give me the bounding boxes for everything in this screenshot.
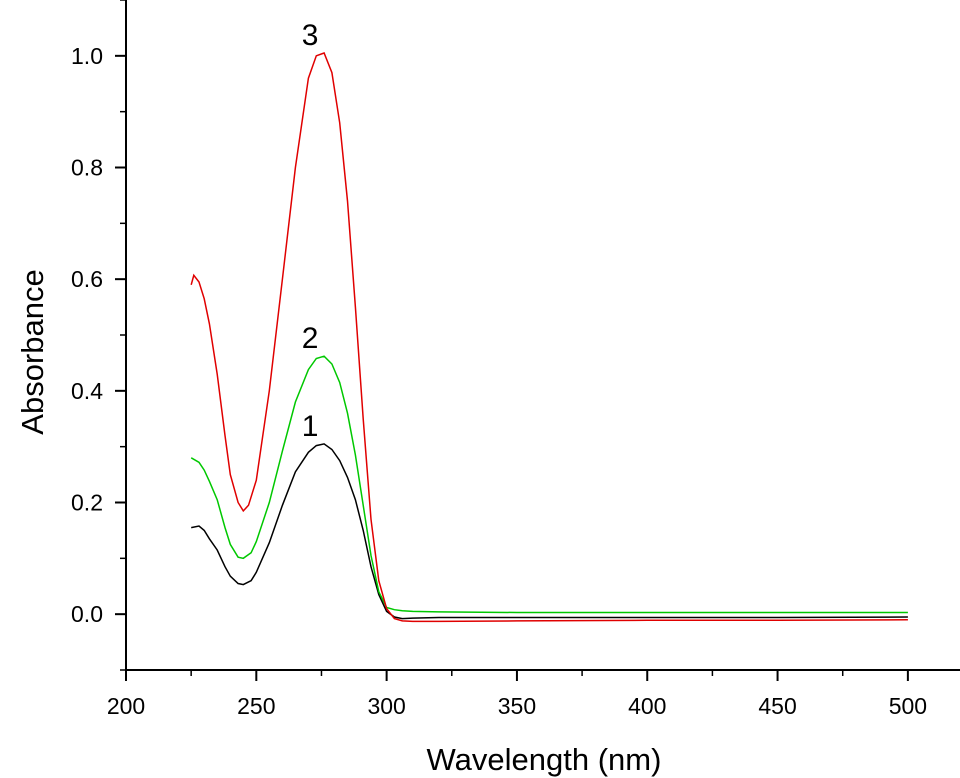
y-tick-label: 0.8 [71, 155, 103, 181]
x-tick-label: 350 [498, 693, 536, 719]
y-tick-label: 0.2 [71, 490, 103, 516]
x-tick-label: 400 [628, 693, 666, 719]
series-1-label: 1 [302, 410, 319, 443]
y-tick-label: 1.0 [71, 43, 103, 69]
series-3-line [190, 52, 908, 623]
x-tick-label: 300 [367, 693, 405, 719]
series-2-label: 2 [302, 322, 319, 355]
series-1-line [191, 443, 908, 620]
series-2-line [190, 355, 908, 614]
labels: Wavelength (nm) Absorbance [15, 269, 661, 777]
y-tick-label: 0.0 [71, 601, 103, 627]
x-tick-label: 450 [758, 693, 796, 719]
x-tick-label: 200 [107, 693, 145, 719]
y-tick-label: 0.4 [71, 378, 103, 404]
axes [125, 0, 960, 671]
ticks: 200 250 300 350 400 450 500 0.0 0.2 0.4 0.6 0.8 1.0 [71, 0, 927, 719]
x-tick-label: 500 [889, 693, 927, 719]
series: 1 2 3 [190, 19, 908, 623]
y-tick-label: 0.6 [71, 266, 103, 292]
x-axis-title: Wavelength (nm) [427, 742, 662, 777]
x-tick-label: 250 [237, 693, 275, 719]
y-axis-title: Absorbance [15, 269, 50, 434]
series-3-label: 3 [302, 19, 319, 52]
